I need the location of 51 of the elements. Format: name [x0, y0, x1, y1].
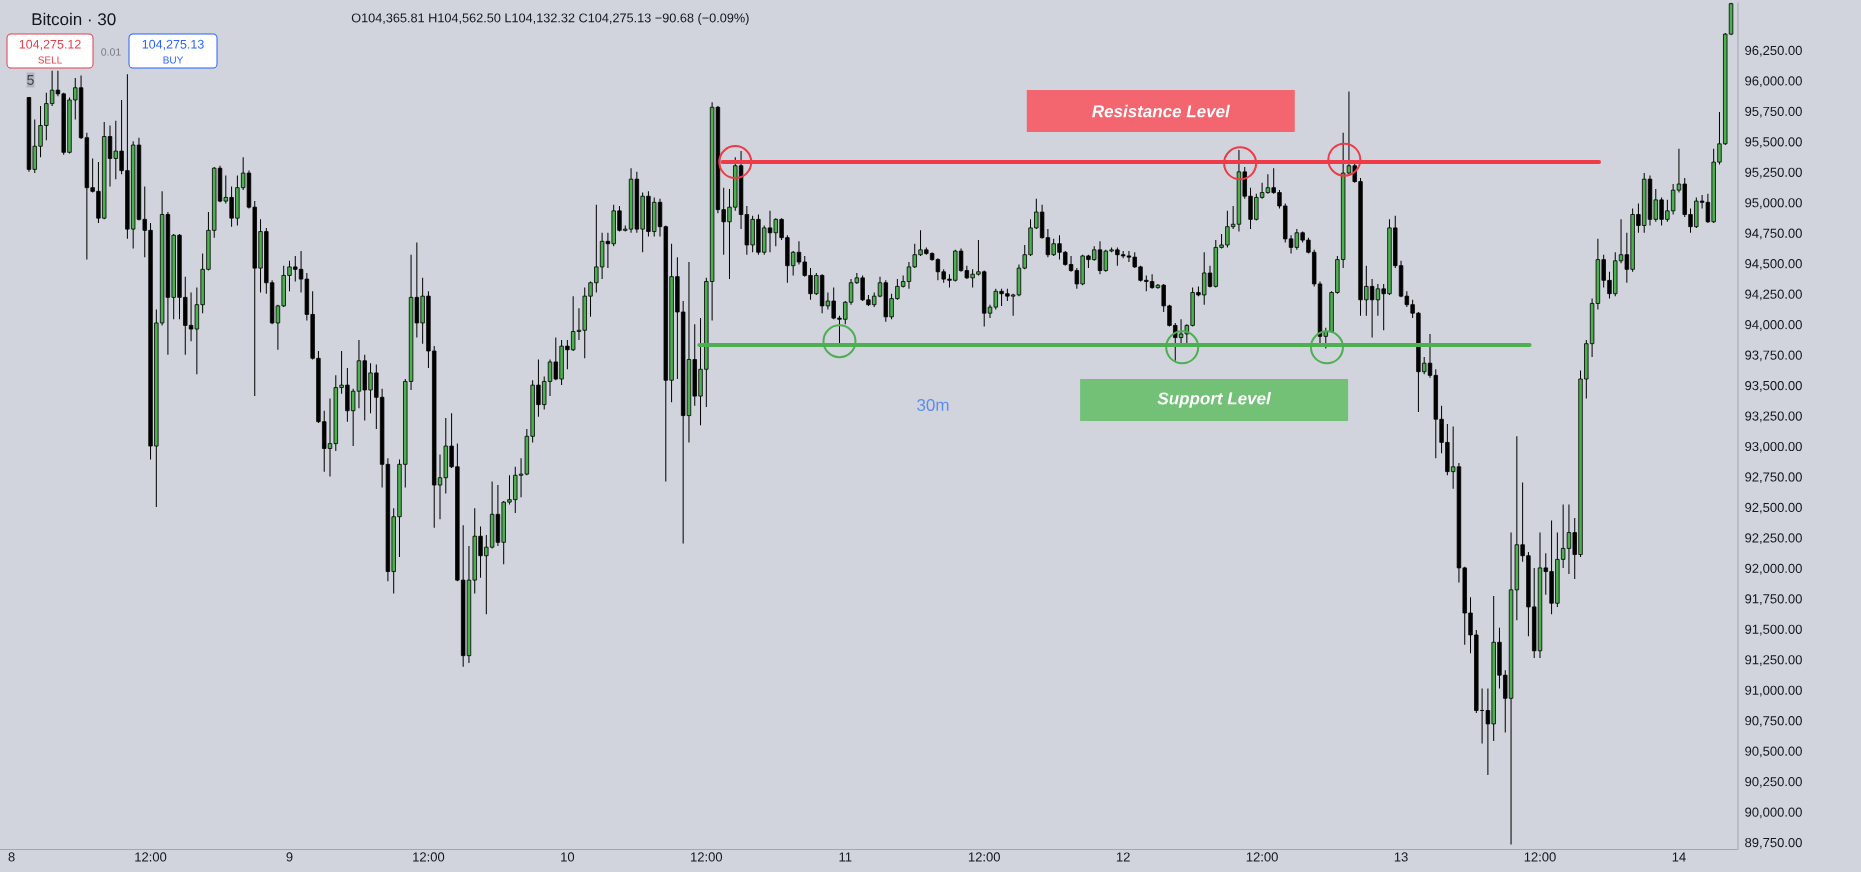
y-tick-label: 94,250.00 [1745, 289, 1802, 301]
y-tick-label: 92,000.00 [1745, 563, 1802, 575]
y-tick-label: 93,750.00 [1745, 350, 1802, 362]
x-tick-label: 12 [1116, 852, 1130, 862]
x-tick-label: 9 [286, 852, 293, 862]
y-tick-label: 92,750.00 [1745, 472, 1802, 484]
y-tick-label: 96,250.00 [1745, 45, 1802, 57]
y-tick-label: 93,500.00 [1745, 380, 1802, 392]
chart-title: Bitcoin · 30 [32, 12, 116, 26]
annotation: 5 [27, 75, 34, 85]
y-tick-label: 93,000.00 [1745, 441, 1802, 453]
y-tick-label: 96,000.00 [1745, 76, 1802, 88]
y-tick-label: 90,750.00 [1745, 716, 1802, 727]
text: Support Level [1157, 391, 1272, 408]
y-tick-label: 90,250.00 [1745, 777, 1802, 788]
x-tick-label: 8 [8, 852, 15, 862]
text: Resistance Level [1092, 104, 1231, 118]
y-tick-label: 92,250.00 [1745, 533, 1802, 545]
x-tick-label: 12:00 [1246, 852, 1278, 862]
x-tick-label: 13 [1394, 852, 1408, 862]
x-tick-label: 10 [561, 852, 575, 862]
annotation: 0.01 [101, 48, 121, 56]
y-tick-label: 91,500.00 [1745, 624, 1802, 636]
y-tick-label: 91,000.00 [1745, 685, 1802, 697]
annotation: 30m [917, 398, 949, 412]
y-tick-label: 94,750.00 [1745, 228, 1802, 240]
y-tick-label: 94,500.00 [1745, 259, 1802, 270]
y-tick-label: 95,000.00 [1745, 198, 1802, 209]
y-tick-label: 90,000.00 [1745, 807, 1802, 819]
y-tick-label: 94,000.00 [1745, 320, 1802, 331]
y-tick-label: 95,750.00 [1745, 106, 1802, 118]
y-tick-label: 95,500.00 [1745, 137, 1802, 148]
x-tick-label: 12:00 [691, 852, 723, 862]
text: O104,365.81 H104,562.50 L104,132.32 C104,275.13 −90.68 (−0.09%) [351, 13, 749, 25]
y-tick-label: 93,250.00 [1745, 411, 1802, 423]
x-tick-label: 12:00 [135, 852, 167, 862]
y-tick-label: 95,250.00 [1745, 167, 1802, 179]
x-tick-label: 12:00 [1524, 852, 1556, 862]
annotation: SELL [38, 56, 62, 64]
y-tick-label: 91,250.00 [1745, 655, 1802, 666]
x-tick-label: 14 [1672, 852, 1686, 862]
x-tick-label: 12:00 [413, 852, 445, 862]
y-tick-label: 91,750.00 [1745, 594, 1802, 605]
annotation: BUY [163, 56, 184, 64]
annotation: 104,275.13 [142, 39, 204, 51]
x-tick-label: 11 [839, 852, 852, 862]
y-tick-label: 92,500.00 [1745, 502, 1802, 514]
x-tick-label: 12:00 [968, 852, 1000, 862]
y-tick-label: 89,750.00 [1745, 837, 1802, 849]
y-tick-label: 90,500.00 [1745, 746, 1802, 758]
annotation: 104,275.12 [19, 39, 81, 51]
